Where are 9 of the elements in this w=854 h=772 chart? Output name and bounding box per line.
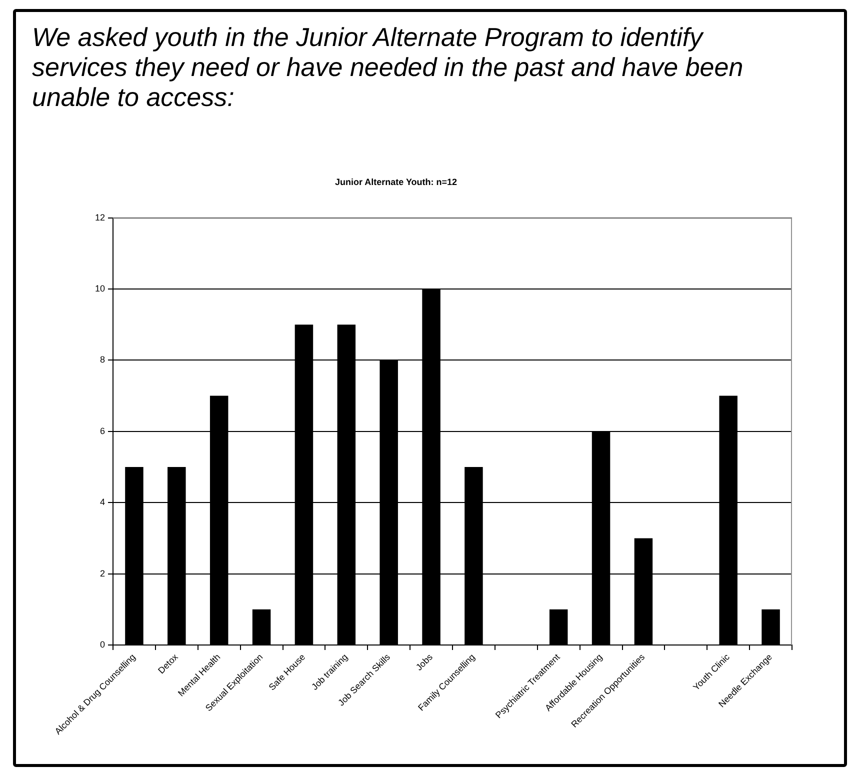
chart-title: Junior Alternate Youth: n=12 bbox=[334, 176, 458, 187]
y-tick-label: 10 bbox=[94, 283, 105, 294]
y-tick-label: 12 bbox=[94, 212, 105, 222]
y-tick-label: 6 bbox=[100, 426, 105, 436]
y-tick-label: 0 bbox=[100, 639, 105, 650]
y-tick-label: 4 bbox=[100, 497, 105, 508]
y-tick-label: 2 bbox=[100, 568, 105, 578]
text: We asked youth in the Junior Alternate Program to identify services they need or have needed in the past and have been unable to access: bbox=[32, 22, 744, 112]
y-tick-label: 8 bbox=[100, 354, 105, 365]
